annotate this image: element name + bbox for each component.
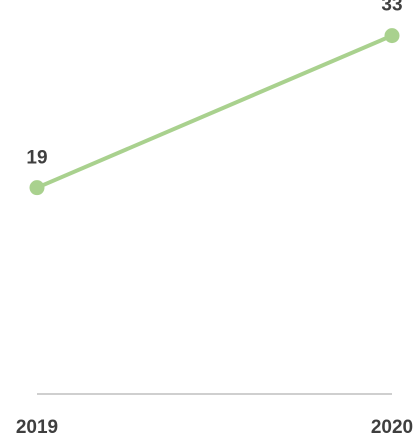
x-axis-tick-labels: 2019 2020 (16, 417, 413, 435)
x-tick-label-2019: 2019 (16, 417, 58, 435)
data-label-2020: 33 (381, 0, 402, 16)
x-tick-label-2020: 2020 (371, 417, 413, 435)
series-line (35, 33, 394, 190)
data-label-2019: 19 (26, 148, 47, 169)
data-point-2019 (29, 180, 45, 196)
series-layer (29, 28, 400, 196)
data-point-2020 (384, 28, 400, 44)
